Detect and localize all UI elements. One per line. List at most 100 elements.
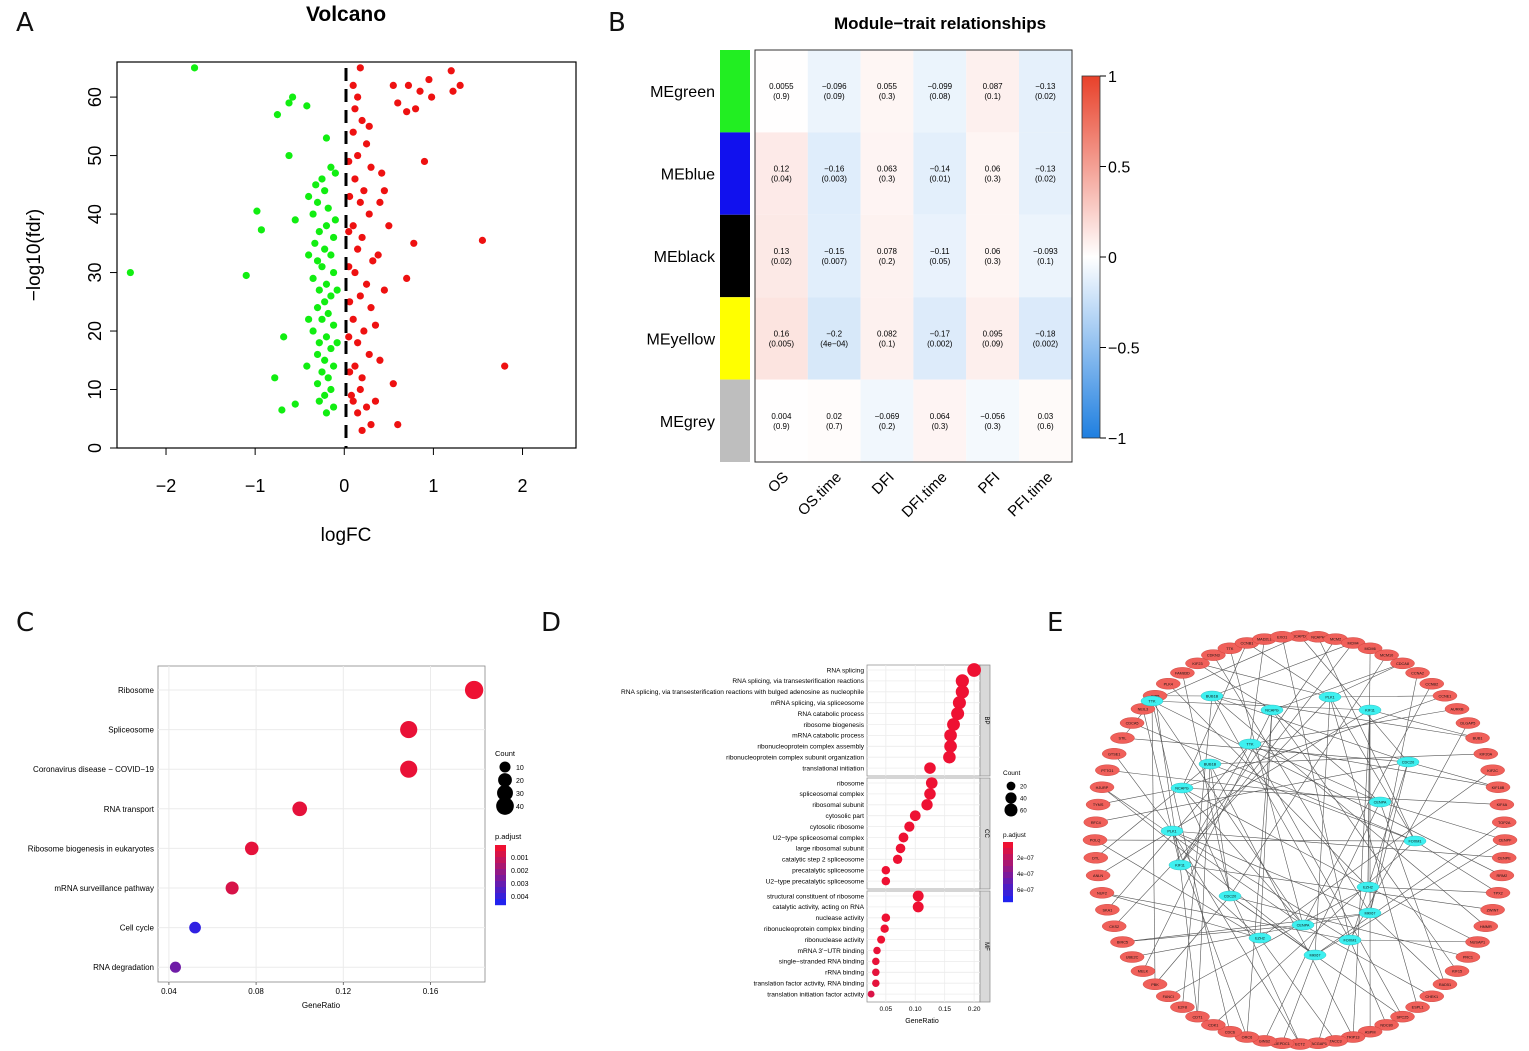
network-node-outer (1110, 732, 1135, 744)
go-term-label: RNA splicing, via transesterification re… (621, 689, 864, 696)
network-node-hub (1168, 859, 1192, 871)
volcano-point-up (358, 374, 366, 382)
heatmap-cell-pvalue: (0.02) (1035, 175, 1056, 184)
go-legend-count-dot (1006, 781, 1016, 791)
heatmap-cell-value: −0.15 (824, 247, 845, 256)
network-node-outer-label: TTK (1226, 647, 1234, 651)
heatmap-row-label: MEblue (661, 167, 715, 184)
heatmap-cell (913, 132, 967, 215)
volcano-point-down (313, 198, 322, 206)
heatmap-cell (1019, 214, 1072, 298)
kegg-xtick-label: 0.08 (248, 987, 264, 996)
network-edge (1349, 939, 1478, 943)
heatmap-cell-pvalue: (0.09) (982, 339, 1003, 348)
go-point (867, 990, 875, 998)
network-node-outer-label: CDCA5 (1126, 722, 1139, 726)
network-edge (1101, 892, 1261, 939)
volcano-point-down (278, 406, 286, 414)
heatmap-cell (966, 214, 1019, 298)
heatmap-cell (966, 297, 1019, 380)
network-edge (1249, 743, 1381, 803)
heatmap-cell-value: −0.099 (927, 82, 952, 91)
volcano-point-up (346, 192, 354, 201)
network-node-outer-label: ORC6 (1242, 1036, 1253, 1040)
network-node-outer (1170, 1001, 1195, 1013)
volcano-point-up (410, 239, 418, 247)
go-legend-count-dot (1004, 803, 1018, 817)
network-node-outer-label: RACGAP1 (1309, 1042, 1327, 1046)
network-edge (1249, 743, 1499, 788)
go-point (873, 946, 881, 955)
network-node-outer (1455, 951, 1481, 963)
go-point (967, 663, 981, 677)
volcano-point-up (354, 151, 362, 160)
go-point (924, 788, 936, 800)
network-edge (1151, 635, 1301, 702)
kegg-legend-p-gradient-step (495, 881, 506, 888)
kegg-grid: 0.04 0.08 0.12 0.16 Ribosome Spliceosome Coron… (28, 666, 485, 996)
network-node-outer-label: MCM2 (1330, 638, 1341, 642)
network-node-hub-label: BUB1B (1204, 763, 1217, 767)
go-xtick-label: 0.20 (968, 1006, 981, 1013)
network-node-outer (1085, 798, 1111, 811)
network-node-outer-label: MELK (1138, 970, 1149, 974)
volcano-point-up (362, 280, 371, 288)
network-edge (1151, 700, 1231, 1032)
kegg-term-label: mRNA surveillance pathway (54, 884, 154, 893)
go-legend-p-gradient-step (1003, 842, 1013, 849)
network-edge (1369, 709, 1478, 739)
volcano-ytick-label: 10 (85, 379, 105, 399)
volcano-point-up (356, 64, 364, 72)
network-node-outer (1419, 990, 1444, 1002)
network-node-hub-label: FOXM1 (1343, 939, 1356, 943)
volcano-point-up (371, 397, 380, 405)
volcano-point-up (367, 421, 375, 429)
go-facet-strip-label: MF (983, 942, 989, 951)
volcano-point-down (327, 385, 335, 394)
network-edge (1281, 954, 1316, 1044)
volcano-point-down (285, 151, 293, 160)
go-term-label: ribosome (837, 780, 864, 787)
go-term-label: cytosolic part (826, 813, 865, 820)
network-edge (1179, 864, 1493, 911)
network-edge (1379, 801, 1446, 985)
network-node-outer (1340, 637, 1366, 649)
volcano-point-up (371, 321, 380, 329)
go-term-label: mRNA 3’−UTR binding (797, 948, 864, 955)
heatmap-cell-pvalue: (0.9) (773, 422, 790, 431)
heatmap-frame (754, 49, 1073, 463)
go-term-label: ribonucleoprotein complex assembly (757, 744, 864, 751)
network-edge (1213, 654, 1371, 914)
volcano-point-up (356, 385, 364, 394)
network-node-outer (1485, 781, 1511, 793)
go-point (892, 854, 903, 864)
volcano-point-down (305, 192, 313, 201)
network-node-outer-label: MCM10 (1380, 654, 1393, 658)
kegg-legend-p-gradient-step (495, 857, 506, 864)
volcano-ytick-label: 40 (85, 204, 105, 224)
network-node-hub-label: CENPA (1374, 801, 1387, 805)
network-node-outer (1419, 678, 1444, 690)
kegg-legend-p-title: p.adjust (495, 832, 522, 841)
go-facet-strip (979, 777, 991, 890)
go-legend-p-gradient-step (1003, 896, 1013, 903)
go-legend-count-dot (1005, 792, 1017, 804)
network-node-outer-label: KIF18B (1492, 786, 1505, 790)
network-node-outer-label: POLQ (1090, 839, 1101, 843)
go-facet-strip (979, 890, 991, 1003)
heatmap-cell (966, 132, 1019, 215)
heatmap-cell (1019, 297, 1072, 380)
heatmap-cell (913, 297, 967, 380)
volcano-point-down (331, 169, 339, 177)
network-node-hub (1403, 835, 1427, 847)
network-node-outer-label: TPX2 (1493, 891, 1503, 895)
heatmap-cell-pvalue: (0.1) (984, 92, 1001, 101)
volcano-point-down (313, 257, 322, 265)
network-edge (1379, 801, 1506, 841)
network-edge (1317, 636, 1416, 842)
network-node-hub-label: CENPA (1297, 924, 1310, 928)
volcano-point-up (404, 81, 413, 89)
network-edge (1264, 801, 1381, 1042)
volcano-point-down (312, 181, 320, 189)
